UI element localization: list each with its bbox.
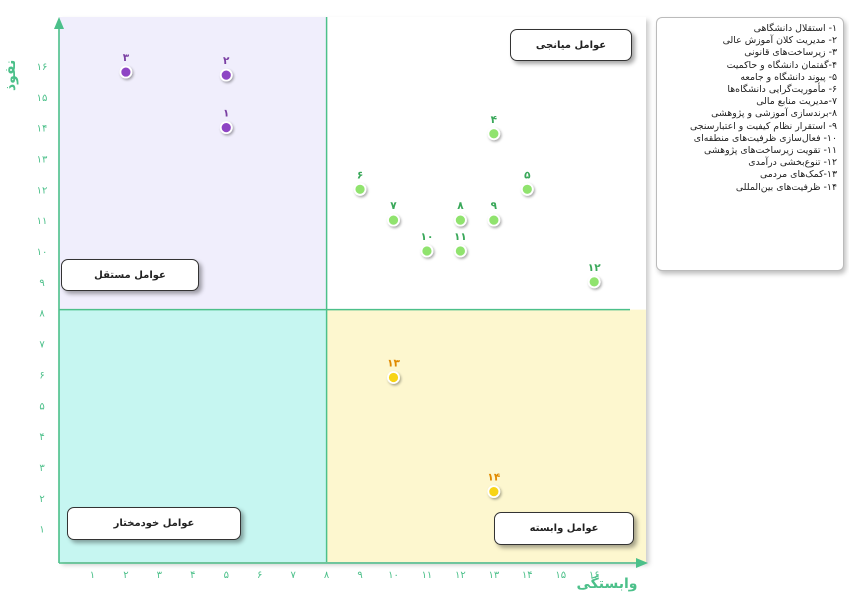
- y-tick-label: ۱۰: [37, 247, 48, 258]
- data-point-label: ۱۳: [387, 357, 400, 369]
- x-tick-label: ۱۶: [589, 570, 600, 581]
- quadrant-linkage: [326, 17, 646, 310]
- data-point: [587, 275, 601, 289]
- data-point-label: ۴: [491, 114, 498, 126]
- x-tick-label: ۱۰: [388, 570, 399, 581]
- x-axis-title: وابستگی: [576, 576, 638, 592]
- legend-item: ۱۲- تنوع‌بخشی درآمدی: [748, 157, 837, 169]
- y-axis-title: نفوذ: [3, 59, 19, 91]
- legend: ۱- استقلال دانشگاهی ۲- مدیریت کلان آموزش …: [656, 17, 844, 271]
- data-point-label: ۵: [524, 169, 531, 181]
- x-axis-arrow: [636, 558, 648, 568]
- data-point-label: ۳: [123, 52, 130, 64]
- data-point: [420, 244, 434, 258]
- data-point: [119, 65, 133, 79]
- data-point-label: ۱۱: [454, 231, 467, 243]
- y-tick-label: ۱۵: [37, 93, 48, 104]
- quadrant-label-autonomous: عوامل خودمختار: [67, 507, 241, 540]
- data-point: [487, 485, 501, 499]
- x-tick-label: ۱۲: [455, 570, 466, 581]
- legend-item: ۲- مدیریت کلان آموزش عالی: [722, 35, 837, 47]
- data-point-label: ۱۲: [588, 262, 601, 274]
- x-tick-label: ۳: [157, 570, 163, 581]
- y-tick-label: ۱۶: [37, 62, 48, 73]
- legend-item: ۴-گفتمان دانشگاه و حاکمیت: [726, 59, 837, 71]
- x-tick-label: ۶: [257, 570, 262, 581]
- x-tick-label: ۴: [190, 570, 195, 581]
- data-point: [487, 127, 501, 141]
- data-point-label: ۲: [223, 55, 230, 67]
- y-tick-label: ۲: [39, 494, 44, 505]
- y-tick-label: ۱۴: [37, 124, 48, 135]
- data-point: [219, 68, 233, 82]
- data-point-label: ۹: [491, 200, 498, 212]
- x-tick-label: ۸: [324, 570, 330, 581]
- data-point: [387, 213, 400, 227]
- data-point-label: ۶: [357, 169, 363, 181]
- data-point-label: ۱۴: [487, 472, 500, 484]
- data-point-label: ۷: [390, 200, 397, 212]
- y-tick-label: ۴: [39, 432, 44, 443]
- x-tick-label: ۱: [90, 570, 95, 581]
- x-tick-label: ۱۳: [488, 570, 499, 581]
- data-point-label: ۸: [457, 200, 464, 212]
- y-tick-label: ۹: [39, 278, 44, 289]
- y-tick-label: ۷: [39, 340, 45, 351]
- quadrant-label-independent: عوامل مستقل: [61, 259, 199, 291]
- quadrant-label-linkage: عوامل میانجی: [510, 29, 632, 61]
- legend-item: ۹- استقرار نظام کیفیت و اعتبارسنجی: [689, 120, 837, 132]
- data-point: [453, 213, 467, 227]
- legend-item: ۷-مدیریت منابع مالی: [756, 96, 837, 108]
- data-point: [453, 244, 467, 258]
- x-tick-label: ۱۵: [555, 570, 566, 581]
- data-point: [487, 213, 501, 227]
- y-tick-label: ۳: [39, 463, 45, 474]
- y-tick-label: ۸: [39, 309, 45, 320]
- x-tick-label: ۷: [290, 570, 296, 581]
- y-tick-label: ۵: [39, 401, 44, 412]
- legend-item: ۱۳-کمک‌های مردمی: [759, 169, 837, 181]
- x-tick-label: ۲: [123, 570, 128, 581]
- x-tick-label: ۱۱: [422, 570, 433, 581]
- data-point: [387, 371, 400, 384]
- x-tick-label: ۹: [357, 570, 362, 581]
- y-axis-arrow: [54, 17, 64, 29]
- legend-item: ۸-برندسازی آموزشی و پژوهشی: [711, 108, 837, 120]
- legend-item: ۳- زیرساخت‌های قانونی: [744, 47, 837, 59]
- x-tick-label: ۱۴: [522, 570, 533, 581]
- data-point-label: ۱۰: [421, 231, 434, 243]
- y-tick-label: ۱۱: [37, 216, 48, 227]
- y-tick-label: ۱۲: [37, 185, 48, 196]
- legend-item: ۱۱- تقویت زیرساخت‌های پژوهشی: [703, 145, 837, 157]
- legend-item: ۶- مأموریت‌گرایی دانشگاه‌ها: [727, 84, 837, 96]
- data-point: [353, 182, 367, 196]
- legend-item: ۱۰- فعال‌سازی ظرفیت‌های منطقه‌ای: [693, 132, 837, 144]
- legend-item: ۱- استقلال دانشگاهی: [753, 23, 837, 34]
- y-tick-label: ۱۳: [37, 154, 48, 165]
- data-point-label: ۱: [223, 108, 229, 120]
- data-point: [520, 182, 534, 196]
- data-point: [219, 121, 233, 134]
- y-tick-label: ۱: [39, 525, 44, 536]
- legend-item: ۱۴- ظرفیت‌های بین‌المللی: [735, 181, 837, 193]
- x-tick-label: ۵: [224, 570, 229, 581]
- legend-item: ۵- پیوند دانشگاه و جامعه: [740, 71, 837, 83]
- y-tick-label: ۶: [39, 370, 44, 381]
- quadrant-label-dependent: عوامل وابسته: [494, 512, 634, 545]
